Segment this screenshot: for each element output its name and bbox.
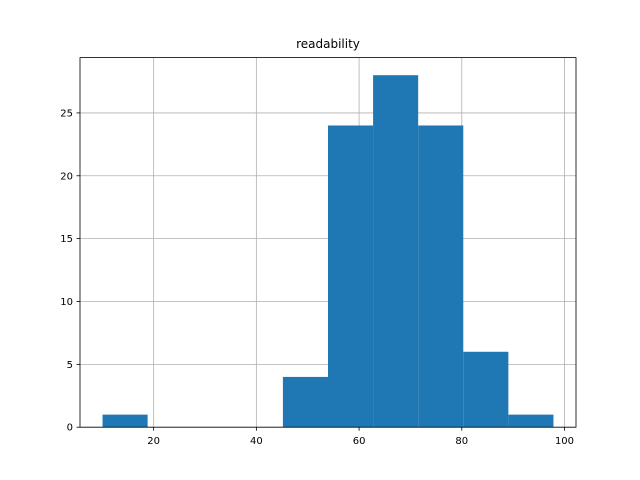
bar [418,125,464,428]
x-tick-label: 60 [353,436,366,447]
bar [508,414,554,428]
bars [102,75,554,428]
bar [102,414,148,428]
x-tick-label: 80 [455,436,468,447]
axes: 20 40 60 80 100 0 5 10 15 20 25 [60,57,577,447]
y-tick-label: 25 [60,108,73,119]
chart-title: readability [296,37,360,51]
x-tick-label: 20 [147,436,160,447]
bar [282,376,328,428]
y-tick-label: 10 [60,297,73,308]
bar [373,75,419,428]
y-tick-label: 0 [67,423,73,434]
x-tick-label: 40 [250,436,263,447]
plot-frame [79,57,577,428]
y-tick-label: 15 [60,234,73,245]
y-tick-label: 20 [60,171,73,182]
y-tick-label: 5 [67,360,73,371]
bar [463,351,509,428]
bar [328,125,374,428]
x-tick-label: 100 [555,436,574,447]
